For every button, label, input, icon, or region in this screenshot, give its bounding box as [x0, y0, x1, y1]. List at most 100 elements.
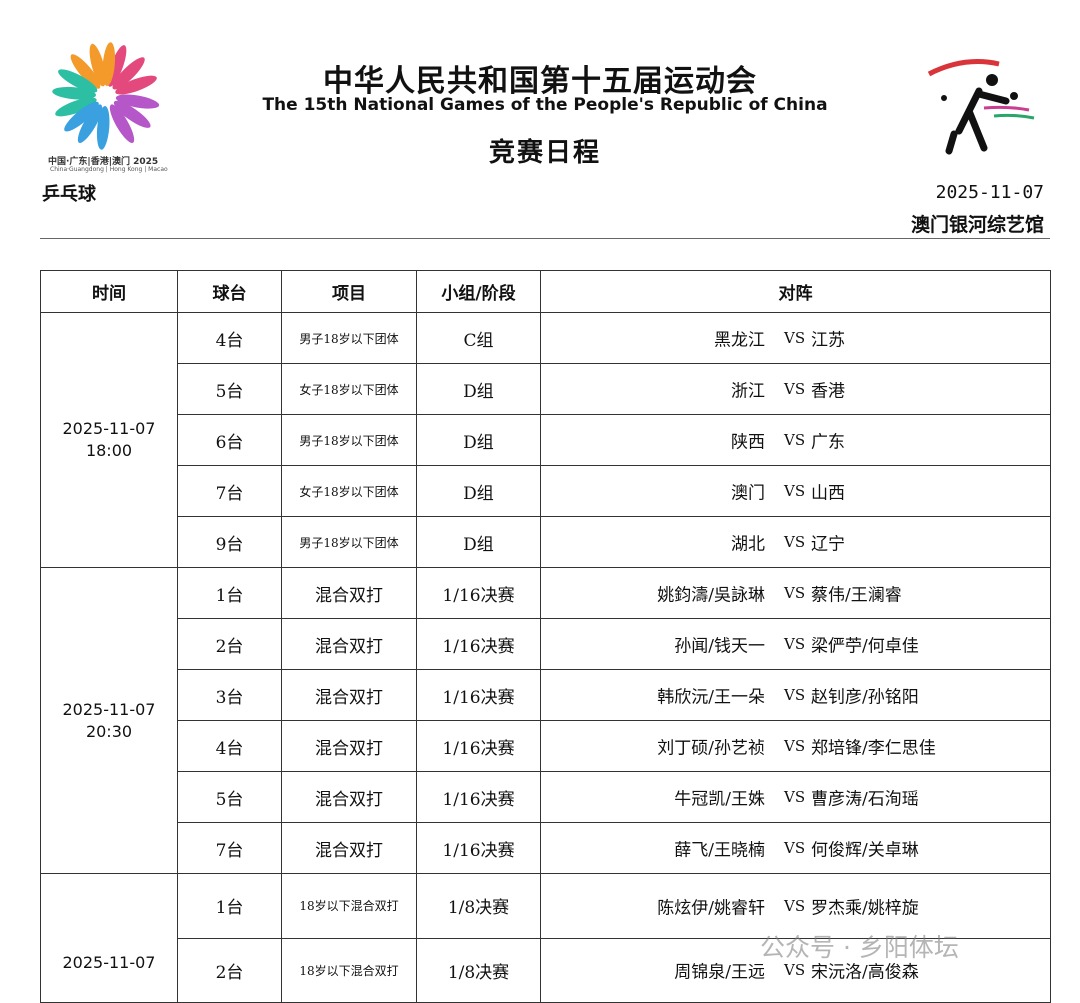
- versus: VS: [784, 686, 806, 704]
- matchup: 孙闻/钱天一 VS 梁俨苧/何卓佳: [540, 618, 1051, 670]
- side-b: 广东: [811, 432, 845, 453]
- side-a: 姚鈞濤/吳詠琳: [657, 585, 765, 606]
- schedule-row: 2025-11-07 1台 18岁以下混合双打 1/8决赛 陈炫伊/姚睿轩 VS 罗杰乘/姚…: [40, 873, 1051, 1003]
- table-number: 5台: [177, 363, 282, 415]
- stage: D组: [416, 414, 541, 466]
- title-english: The 15th National Games of the People's …: [262, 95, 828, 115]
- event: 18岁以下混合双打: [281, 873, 417, 939]
- table-number: 9台: [177, 516, 282, 568]
- table-number: 7台: [177, 465, 282, 517]
- event: 混合双打: [281, 618, 417, 670]
- side-b: 曹彦涛/石洵瑶: [811, 789, 919, 810]
- side-a: 刘丁硕/孙艺祯: [657, 738, 765, 759]
- watermark: 公众号 · 乡阳体坛: [760, 933, 959, 962]
- side-a: 浙江: [731, 381, 765, 402]
- schedule-row: 4台 混合双打 1/16决赛 刘丁硕/孙艺祯 VS 郑培锋/李仁思佳: [41, 720, 1051, 772]
- table-number: 1台: [177, 567, 282, 619]
- matchup: 浙江 VS 香港: [540, 363, 1051, 415]
- title: 中华人民共和国第十五届运动会: [323, 64, 757, 99]
- games-logo: [52, 42, 160, 150]
- versus: VS: [784, 737, 806, 755]
- side-b: 赵钊彦/孙铭阳: [811, 687, 919, 708]
- schedule-row: 2台 混合双打 1/16决赛 孙闻/钱天一 VS 梁俨苧/何卓佳: [41, 618, 1051, 670]
- stage: 1/16决赛: [416, 771, 541, 823]
- divider: [40, 238, 1050, 239]
- matchup: 黑龙江 VS 江苏: [540, 312, 1051, 364]
- schedule-row: 2025-11-07 18:00 4台 男子18岁以下团体 C组 黑龙江 VS 江苏: [40, 312, 1051, 568]
- side-b: 何俊辉/关卓琳: [811, 840, 919, 861]
- schedule-row: 2025-11-07 20:30 1台 混合双打 1/16决赛 姚鈞濤/吳詠琳 VS 蔡伟/王…: [40, 567, 1051, 874]
- sport: 乒乓球: [42, 184, 96, 205]
- table-number: 3台: [177, 669, 282, 721]
- schedule-table: 时间 球台 项目 小组/阶段 对阵 2025-11-07 18:00 4台 男子18岁以下团体…: [40, 270, 1051, 1003]
- event: 男子18岁以下团体: [281, 414, 417, 466]
- side-a: 周锦泉/王远: [674, 962, 765, 983]
- side-a: 薛飞/王晓楠: [674, 840, 765, 861]
- event: 混合双打: [281, 669, 417, 721]
- versus: VS: [784, 329, 806, 347]
- schedule-row: 5台 女子18岁以下团体 D组 浙江 VS 香港: [41, 363, 1051, 415]
- event: 女子18岁以下团体: [281, 465, 417, 517]
- stage: 1/8决赛: [416, 873, 541, 939]
- side-a: 牛冠凯/王姝: [674, 789, 765, 810]
- versus: VS: [784, 380, 806, 398]
- schedule-row: 5台 混合双打 1/16决赛 牛冠凯/王姝 VS 曹彦涛/石洵瑶: [41, 771, 1051, 823]
- table-number: 1台: [177, 873, 282, 939]
- event: 男子18岁以下团体: [281, 516, 417, 568]
- venue: 澳门银河综艺馆: [910, 214, 1044, 236]
- stage: 1/8决赛: [416, 937, 541, 1003]
- time-cell: 2025-11-07 18:00: [40, 312, 178, 568]
- versus: VS: [784, 961, 806, 980]
- event: 18岁以下混合双打: [281, 937, 417, 1003]
- schedule-row: 9台 男子18岁以下团体 D组 湖北 VS 辽宁: [41, 516, 1051, 568]
- stage: 1/16决赛: [416, 669, 541, 721]
- schedule-row: 3台 混合双打 1/16决赛 韩欣沅/王一朵 VS 赵钊彦/孙铭阳: [41, 669, 1051, 721]
- event: 男子18岁以下团体: [281, 312, 417, 364]
- subtitle: 竞赛日程: [488, 138, 601, 168]
- stage: D组: [416, 363, 541, 415]
- versus: VS: [784, 584, 806, 602]
- schedule-row: 7台 混合双打 1/16决赛 薛飞/王晓楠 VS 何俊辉/关卓琳: [41, 822, 1051, 874]
- column-header: 时间: [40, 270, 178, 313]
- header-row: 时间 球台 项目 小组/阶段 对阵: [40, 270, 1051, 313]
- stage: 1/16决赛: [416, 720, 541, 772]
- table-number: 2台: [177, 937, 282, 1003]
- side-a: 湖北: [731, 534, 765, 555]
- stage: 1/16决赛: [416, 822, 541, 874]
- stage: 1/16决赛: [416, 618, 541, 670]
- table-number: 4台: [177, 312, 282, 364]
- side-a: 韩欣沅/王一朵: [657, 687, 765, 708]
- matchup: 刘丁硕/孙艺祯 VS 郑培锋/李仁思佳: [540, 720, 1051, 772]
- schedule-row: 7台 女子18岁以下团体 D组 澳门 VS 山西: [41, 465, 1051, 517]
- side-a: 陕西: [731, 432, 765, 453]
- side-a: 黑龙江: [714, 330, 765, 351]
- side-b: 蔡伟/王澜睿: [811, 585, 902, 606]
- side-b: 山西: [811, 483, 845, 504]
- time: 20:30: [85, 721, 133, 741]
- event: 混合双打: [281, 771, 417, 823]
- time: 18:00: [85, 441, 133, 460]
- matchup: 陈炫伊/姚睿轩 VS 罗杰乘/姚梓旋: [540, 873, 1051, 939]
- versus: VS: [784, 896, 806, 915]
- matchup: 陕西 VS 广东: [540, 414, 1051, 466]
- event: 混合双打: [281, 567, 417, 619]
- date: 2025-11-07: [62, 953, 156, 972]
- logo-text: 中国·广东|香港|澳门 2025: [48, 157, 159, 167]
- side-a: 孙闻/钱天一: [674, 636, 765, 657]
- date: 2025-11-07: [62, 419, 156, 438]
- side-b: 梁俨苧/何卓佳: [811, 636, 919, 657]
- stage: C组: [416, 312, 541, 364]
- time-cell: 2025-11-07: [40, 873, 178, 1003]
- versus: VS: [784, 839, 806, 857]
- matchup: 澳门 VS 山西: [540, 465, 1051, 517]
- column-header: 项目: [281, 270, 417, 313]
- versus: VS: [784, 482, 806, 500]
- side-b: 辽宁: [811, 534, 845, 555]
- versus: VS: [784, 431, 806, 449]
- table-number: 7台: [177, 822, 282, 874]
- schedule-row: 6台 男子18岁以下团体 D组 陕西 VS 广东: [41, 414, 1051, 466]
- event: 混合双打: [281, 822, 417, 874]
- versus: VS: [784, 635, 806, 653]
- side-b: 江苏: [811, 330, 845, 351]
